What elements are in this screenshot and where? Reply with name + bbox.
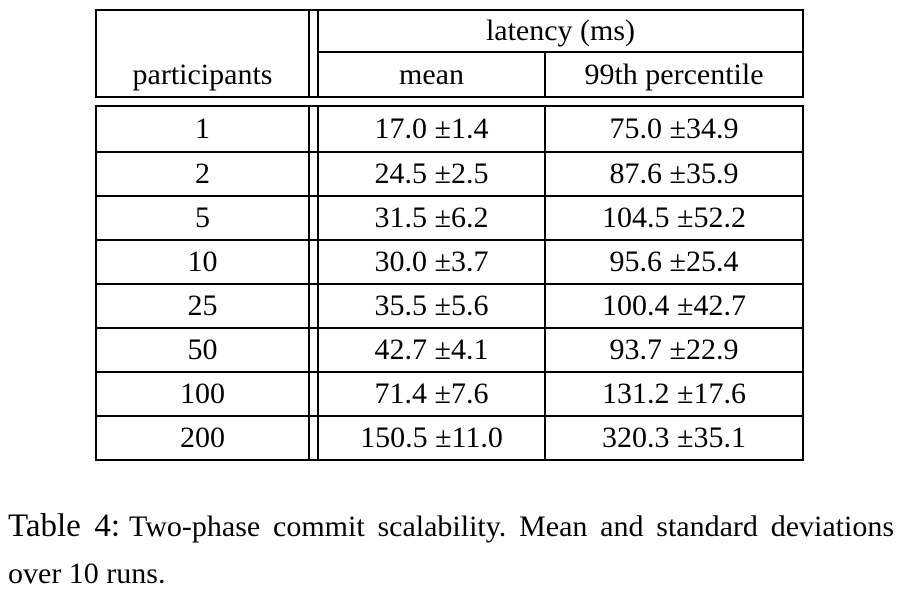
table-body: 1 17.0 ±1.4 75.0 ±34.9 2 24.5 ±2.5 87.6 … [95,105,804,461]
double-rule-divider [308,107,319,151]
cell-participants: 200 [97,415,308,459]
cell-participants: 2 [97,151,308,195]
cell-mean-latency: 24.5 ±2.5 [319,151,546,195]
caption-label: Table 4: [8,508,121,544]
double-rule-divider [308,371,319,415]
column-header-mean: mean [319,53,546,96]
cell-participants: 1 [195,112,210,145]
cell-mean-latency: 42.7 ±4.1 [319,327,546,371]
double-rule-divider [308,195,319,239]
cell-mean-latency: 71.4 ±7.6 [319,371,546,415]
cell-participants: 100 [97,371,308,415]
double-rule-divider [308,11,319,96]
double-rule-divider [308,239,319,283]
column-group-header-latency: latency (ms) [319,11,802,53]
cell-mean-latency: 30.0 ±3.7 [319,239,546,283]
cell-participants: 25 [97,283,308,327]
cell-mean-latency: 17.0 ±1.4 [319,107,546,151]
column-header-participants: participants [97,11,308,96]
column-header-99th-percentile: 99th percentile [584,57,764,91]
cell-99th-percentile-latency: 95.6 ±25.4 [546,239,802,283]
caption-text: Two-phase commit scalability. Mean and s… [8,510,895,590]
cell-participants: 50 [97,327,308,371]
table-caption: Table 4: Two-phase commit scalability. Me… [8,503,894,597]
double-rule-divider [308,415,319,459]
cell-99th-percentile-latency: 104.5 ±52.2 [546,195,802,239]
cell-99th-percentile-latency: 131.2 ±17.6 [546,371,802,415]
cell-mean-latency: 35.5 ±5.6 [319,283,546,327]
double-rule-divider [308,151,319,195]
cell-mean-latency: 31.5 ±6.2 [319,195,546,239]
double-rule-divider [308,283,319,327]
cell-99th-percentile-latency: 93.7 ±22.9 [546,327,802,371]
cell-participants: 5 [97,195,308,239]
cell-99th-percentile-latency: 100.4 ±42.7 [546,283,802,327]
results-table: participants latency (ms) mean 99th perc… [95,9,804,461]
cell-99th-percentile-latency: 320.3 ±35.1 [546,415,802,459]
table-header: participants latency (ms) mean 99th perc… [95,9,804,98]
cell-99th-percentile-latency: 75.0 ±34.9 [609,112,739,145]
cell-participants: 10 [97,239,308,283]
double-rule-divider [308,327,319,371]
cell-99th-percentile-latency: 87.6 ±35.9 [546,151,802,195]
column-header-participants-label: participants [132,57,273,91]
cell-mean-latency: 150.5 ±11.0 [319,415,546,459]
